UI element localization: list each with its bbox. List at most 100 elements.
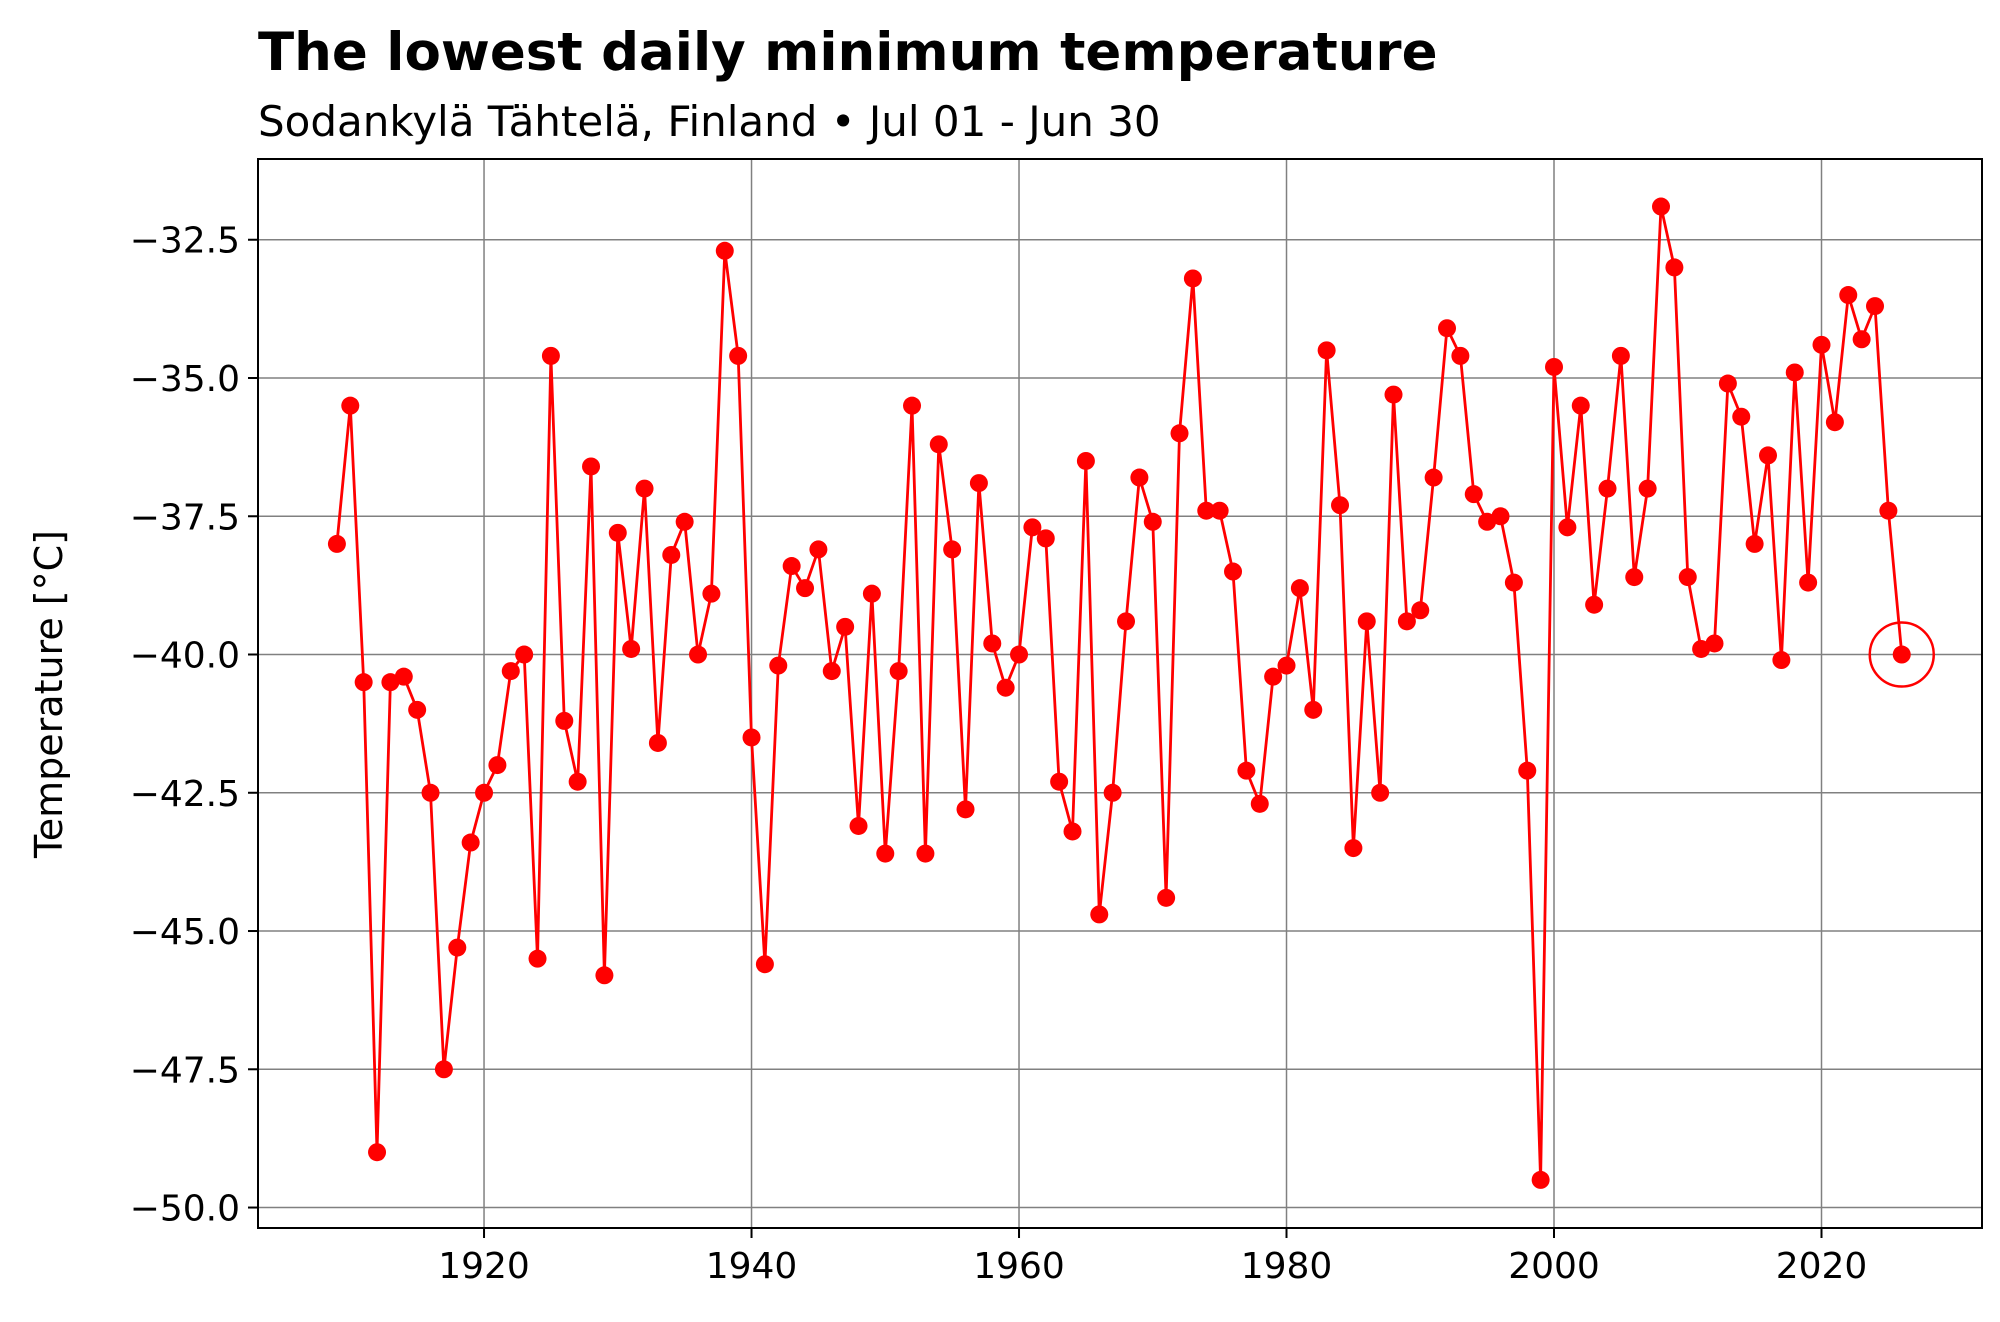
- y-axis-label: Temperature [°C]: [27, 530, 71, 859]
- data-point: [1304, 700, 1323, 719]
- data-point: [1411, 601, 1430, 620]
- data-point: [903, 396, 922, 415]
- data-point: [1290, 579, 1309, 598]
- data-point: [1023, 518, 1042, 537]
- y-tick-label: −50.0: [130, 1189, 240, 1230]
- data-point: [1384, 385, 1403, 404]
- data-point: [1678, 568, 1697, 587]
- x-tick-label: 1960: [973, 1246, 1065, 1287]
- data-point: [394, 667, 413, 686]
- y-tick-label: −45.0: [130, 912, 240, 953]
- x-tick-label: 1920: [438, 1246, 530, 1287]
- data-point: [876, 844, 895, 863]
- data-point: [1050, 772, 1069, 791]
- data-point: [1705, 634, 1724, 653]
- data-point: [1571, 396, 1590, 415]
- chart-subtitle: Sodankylä Tähtelä, Finland • Jul 01 - Ju…: [258, 97, 1161, 146]
- data-point: [1504, 573, 1523, 592]
- x-tick-label: 1980: [1241, 1246, 1333, 1287]
- data-point: [475, 783, 494, 802]
- data-point: [1652, 197, 1671, 216]
- data-point: [929, 435, 948, 454]
- data-point: [862, 584, 881, 603]
- data-point: [1558, 518, 1577, 537]
- data-point: [1117, 612, 1136, 631]
- data-point: [1170, 424, 1189, 443]
- data-point: [755, 955, 774, 974]
- data-point: [1745, 534, 1764, 553]
- data-point: [1718, 374, 1737, 393]
- data-point: [836, 617, 855, 636]
- data-point: [327, 534, 346, 553]
- data-point: [1531, 1170, 1550, 1189]
- x-tick-label: 2020: [1776, 1246, 1868, 1287]
- data-point: [648, 733, 667, 752]
- data-point: [943, 540, 962, 559]
- data-point: [1464, 485, 1483, 504]
- data-point: [1210, 501, 1229, 520]
- data-point: [541, 346, 560, 365]
- data-point: [1157, 888, 1176, 907]
- data-point: [461, 833, 480, 852]
- data-point: [408, 700, 427, 719]
- data-point: [1237, 761, 1256, 780]
- data-point: [622, 639, 641, 658]
- data-point: [969, 474, 988, 493]
- y-tick-label: −32.5: [130, 221, 240, 262]
- data-point: [983, 634, 1002, 653]
- data-point: [1732, 407, 1751, 426]
- x-tick-label: 1940: [706, 1246, 798, 1287]
- data-point: [1545, 357, 1564, 376]
- data-point: [1076, 451, 1095, 470]
- data-point: [1357, 612, 1376, 631]
- data-point: [702, 584, 721, 603]
- data-point: [635, 479, 654, 498]
- data-point: [1665, 258, 1684, 277]
- data-point: [796, 579, 815, 598]
- data-point: [1892, 645, 1911, 664]
- data-point: [488, 756, 507, 775]
- data-point: [769, 656, 788, 675]
- data-point: [1625, 568, 1644, 587]
- data-point: [1585, 595, 1604, 614]
- data-point: [1010, 645, 1029, 664]
- data-point: [608, 523, 627, 542]
- data-point: [354, 673, 373, 692]
- data-point: [1852, 330, 1871, 349]
- data-point: [1103, 783, 1122, 802]
- data-point: [1799, 573, 1818, 592]
- data-point: [1638, 479, 1657, 498]
- data-point: [715, 241, 734, 260]
- data-point: [1424, 468, 1443, 487]
- data-point: [889, 662, 908, 681]
- y-tick-label: −47.5: [130, 1050, 240, 1091]
- data-point: [1785, 363, 1804, 382]
- data-point: [568, 772, 587, 791]
- data-point: [341, 396, 360, 415]
- axis-ticks: 1920 1940 1960 1980 2000 2020 −32.5 −35.0 −37.5 −…: [130, 221, 1868, 1287]
- data-point: [1250, 794, 1269, 813]
- data-point: [434, 1060, 453, 1079]
- plot-frame: [257, 158, 1983, 1229]
- data-point: [421, 783, 440, 802]
- data-point: [956, 800, 975, 819]
- data-point: [675, 512, 694, 531]
- data-point: [368, 1143, 387, 1162]
- data-point: [1438, 319, 1457, 338]
- y-tick-label: −37.5: [130, 497, 240, 538]
- data-point: [1759, 446, 1778, 465]
- data-point: [555, 711, 574, 730]
- data-point: [1090, 905, 1109, 924]
- data-point: [1812, 335, 1831, 354]
- y-tick-label: −40.0: [130, 636, 240, 677]
- data-point: [528, 949, 547, 968]
- y-tick-label: −35.0: [130, 359, 240, 400]
- data-point: [1611, 346, 1630, 365]
- data-point: [916, 844, 935, 863]
- data-point: [1344, 839, 1363, 858]
- data-point: [1825, 413, 1844, 432]
- data-point: [582, 457, 601, 476]
- series: [327, 197, 1936, 1189]
- data-point: [822, 662, 841, 681]
